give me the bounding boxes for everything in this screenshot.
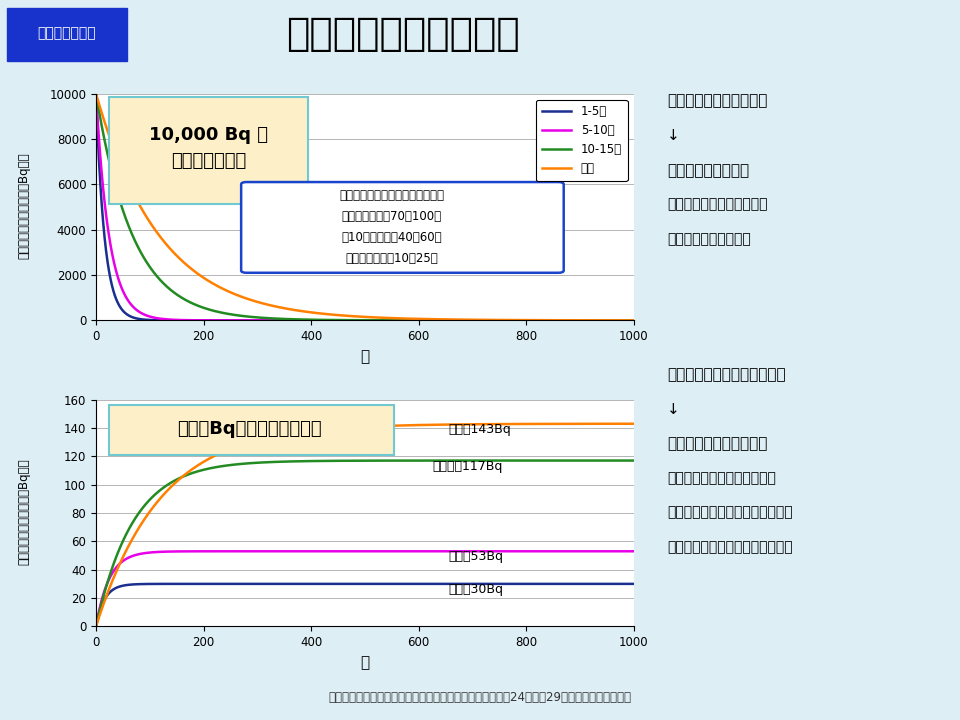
Text: 10,000 Bq を
取り込んだ場合: 10,000 Bq を 取り込んだ場合 bbox=[150, 126, 269, 170]
Text: ↓: ↓ bbox=[667, 402, 680, 417]
5-10歳 bbox=[560, 316, 571, 325]
Text: ・子供は半年程度まで: ・子供は半年程度まで bbox=[667, 232, 751, 246]
大人 bbox=[297, 307, 308, 315]
大人 bbox=[617, 316, 629, 325]
大人 bbox=[560, 316, 571, 325]
Text: 初期被ばく量推定は: 初期被ばく量推定は bbox=[667, 163, 750, 178]
5-10歳 bbox=[183, 316, 195, 325]
Text: 若年のほうが代謝が早い: 若年のほうが代謝が早い bbox=[667, 94, 768, 109]
10-15歳 bbox=[297, 315, 308, 324]
10-15歳 bbox=[628, 316, 639, 325]
Text: 全身放射能（ベクレル（Bq））: 全身放射能（ベクレル（Bq）） bbox=[17, 152, 31, 258]
Text: 放射性セシウムの生物学的半減期
　大人　　：約70～100日
　10才前後：約40～60日
　乳幼児　：約10～25日: 放射性セシウムの生物学的半減期 大人 ：約70～100日 10才前後：約40～6… bbox=[339, 189, 444, 266]
Text: 大人：143Bq: 大人：143Bq bbox=[448, 423, 511, 436]
5-10歳 bbox=[628, 316, 639, 325]
Text: 毎日１Bqを取り込んだ場合: 毎日１Bqを取り込んだ場合 bbox=[177, 420, 322, 438]
10-15歳 bbox=[617, 316, 629, 325]
Text: 出典：宮崎、日本放射線安全管理学会シンポジウム（平成24年６月29日）発表資料より改変: 出典：宮崎、日本放射線安全管理学会シンポジウム（平成24年６月29日）発表資料よ… bbox=[328, 691, 632, 704]
1-5歳 bbox=[617, 316, 629, 325]
10-15歳 bbox=[183, 297, 195, 306]
10-15歳 bbox=[560, 316, 571, 325]
1-5歳 bbox=[152, 316, 163, 325]
大人 bbox=[90, 89, 102, 98]
10-15歳 bbox=[152, 272, 163, 281]
Text: ・微量な摂取を検出するためには: ・微量な摂取を検出するためには bbox=[667, 505, 793, 519]
1-5歳 bbox=[90, 89, 102, 98]
X-axis label: 日: 日 bbox=[360, 654, 370, 670]
Text: 思春期：117Bq: 思春期：117Bq bbox=[432, 460, 502, 473]
5-10歳 bbox=[320, 316, 331, 325]
Text: ・子供では有限値が出にくい: ・子供では有限値が出にくい bbox=[667, 471, 776, 485]
FancyBboxPatch shape bbox=[109, 97, 308, 204]
1-5歳 bbox=[320, 316, 331, 325]
5-10歳 bbox=[152, 314, 163, 323]
Text: ・大人でも１年程度が限界: ・大人でも１年程度が限界 bbox=[667, 197, 768, 211]
FancyBboxPatch shape bbox=[241, 182, 564, 273]
Text: 大人の検査を行うほうが合理的: 大人の検査を行うほうが合理的 bbox=[667, 540, 793, 554]
大人 bbox=[183, 263, 195, 271]
Line: 大人: 大人 bbox=[96, 94, 634, 320]
Line: 10-15歳: 10-15歳 bbox=[96, 94, 634, 320]
Line: 1-5歳: 1-5歳 bbox=[96, 94, 634, 320]
1-5歳 bbox=[628, 316, 639, 325]
Legend: 1-5歳, 5-10歳, 10-15歳, 大人: 1-5歳, 5-10歳, 10-15歳, 大人 bbox=[536, 99, 628, 181]
1-5歳 bbox=[297, 316, 308, 325]
大人 bbox=[152, 228, 163, 237]
Text: 小児：53Bq: 小児：53Bq bbox=[448, 551, 503, 564]
1-5歳 bbox=[183, 316, 195, 325]
10-15歳 bbox=[320, 315, 331, 324]
1-5歳 bbox=[560, 316, 571, 325]
5-10歳 bbox=[90, 89, 102, 98]
5-10歳 bbox=[617, 316, 629, 325]
FancyBboxPatch shape bbox=[7, 8, 127, 60]
Text: 若年のほうが滞留量が少ない: 若年のほうが滞留量が少ない bbox=[667, 367, 786, 382]
Text: 体内放射能と線量評価: 体内放射能と線量評価 bbox=[286, 15, 520, 53]
Text: 乳児：30Bq: 乳児：30Bq bbox=[448, 583, 503, 596]
10-15歳 bbox=[90, 89, 102, 98]
Text: 全身放射能（ベクレル（Bq））: 全身放射能（ベクレル（Bq）） bbox=[17, 458, 31, 564]
Text: 線量測定と計算: 線量測定と計算 bbox=[36, 26, 96, 40]
大人 bbox=[320, 310, 331, 318]
Text: 経口追加被ばくの推定は: 経口追加被ばくの推定は bbox=[667, 436, 768, 451]
Text: ↓: ↓ bbox=[667, 128, 680, 143]
大人 bbox=[628, 316, 639, 325]
FancyBboxPatch shape bbox=[109, 405, 395, 455]
5-10歳 bbox=[297, 316, 308, 325]
X-axis label: 日: 日 bbox=[360, 348, 370, 364]
Line: 5-10歳: 5-10歳 bbox=[96, 94, 634, 320]
